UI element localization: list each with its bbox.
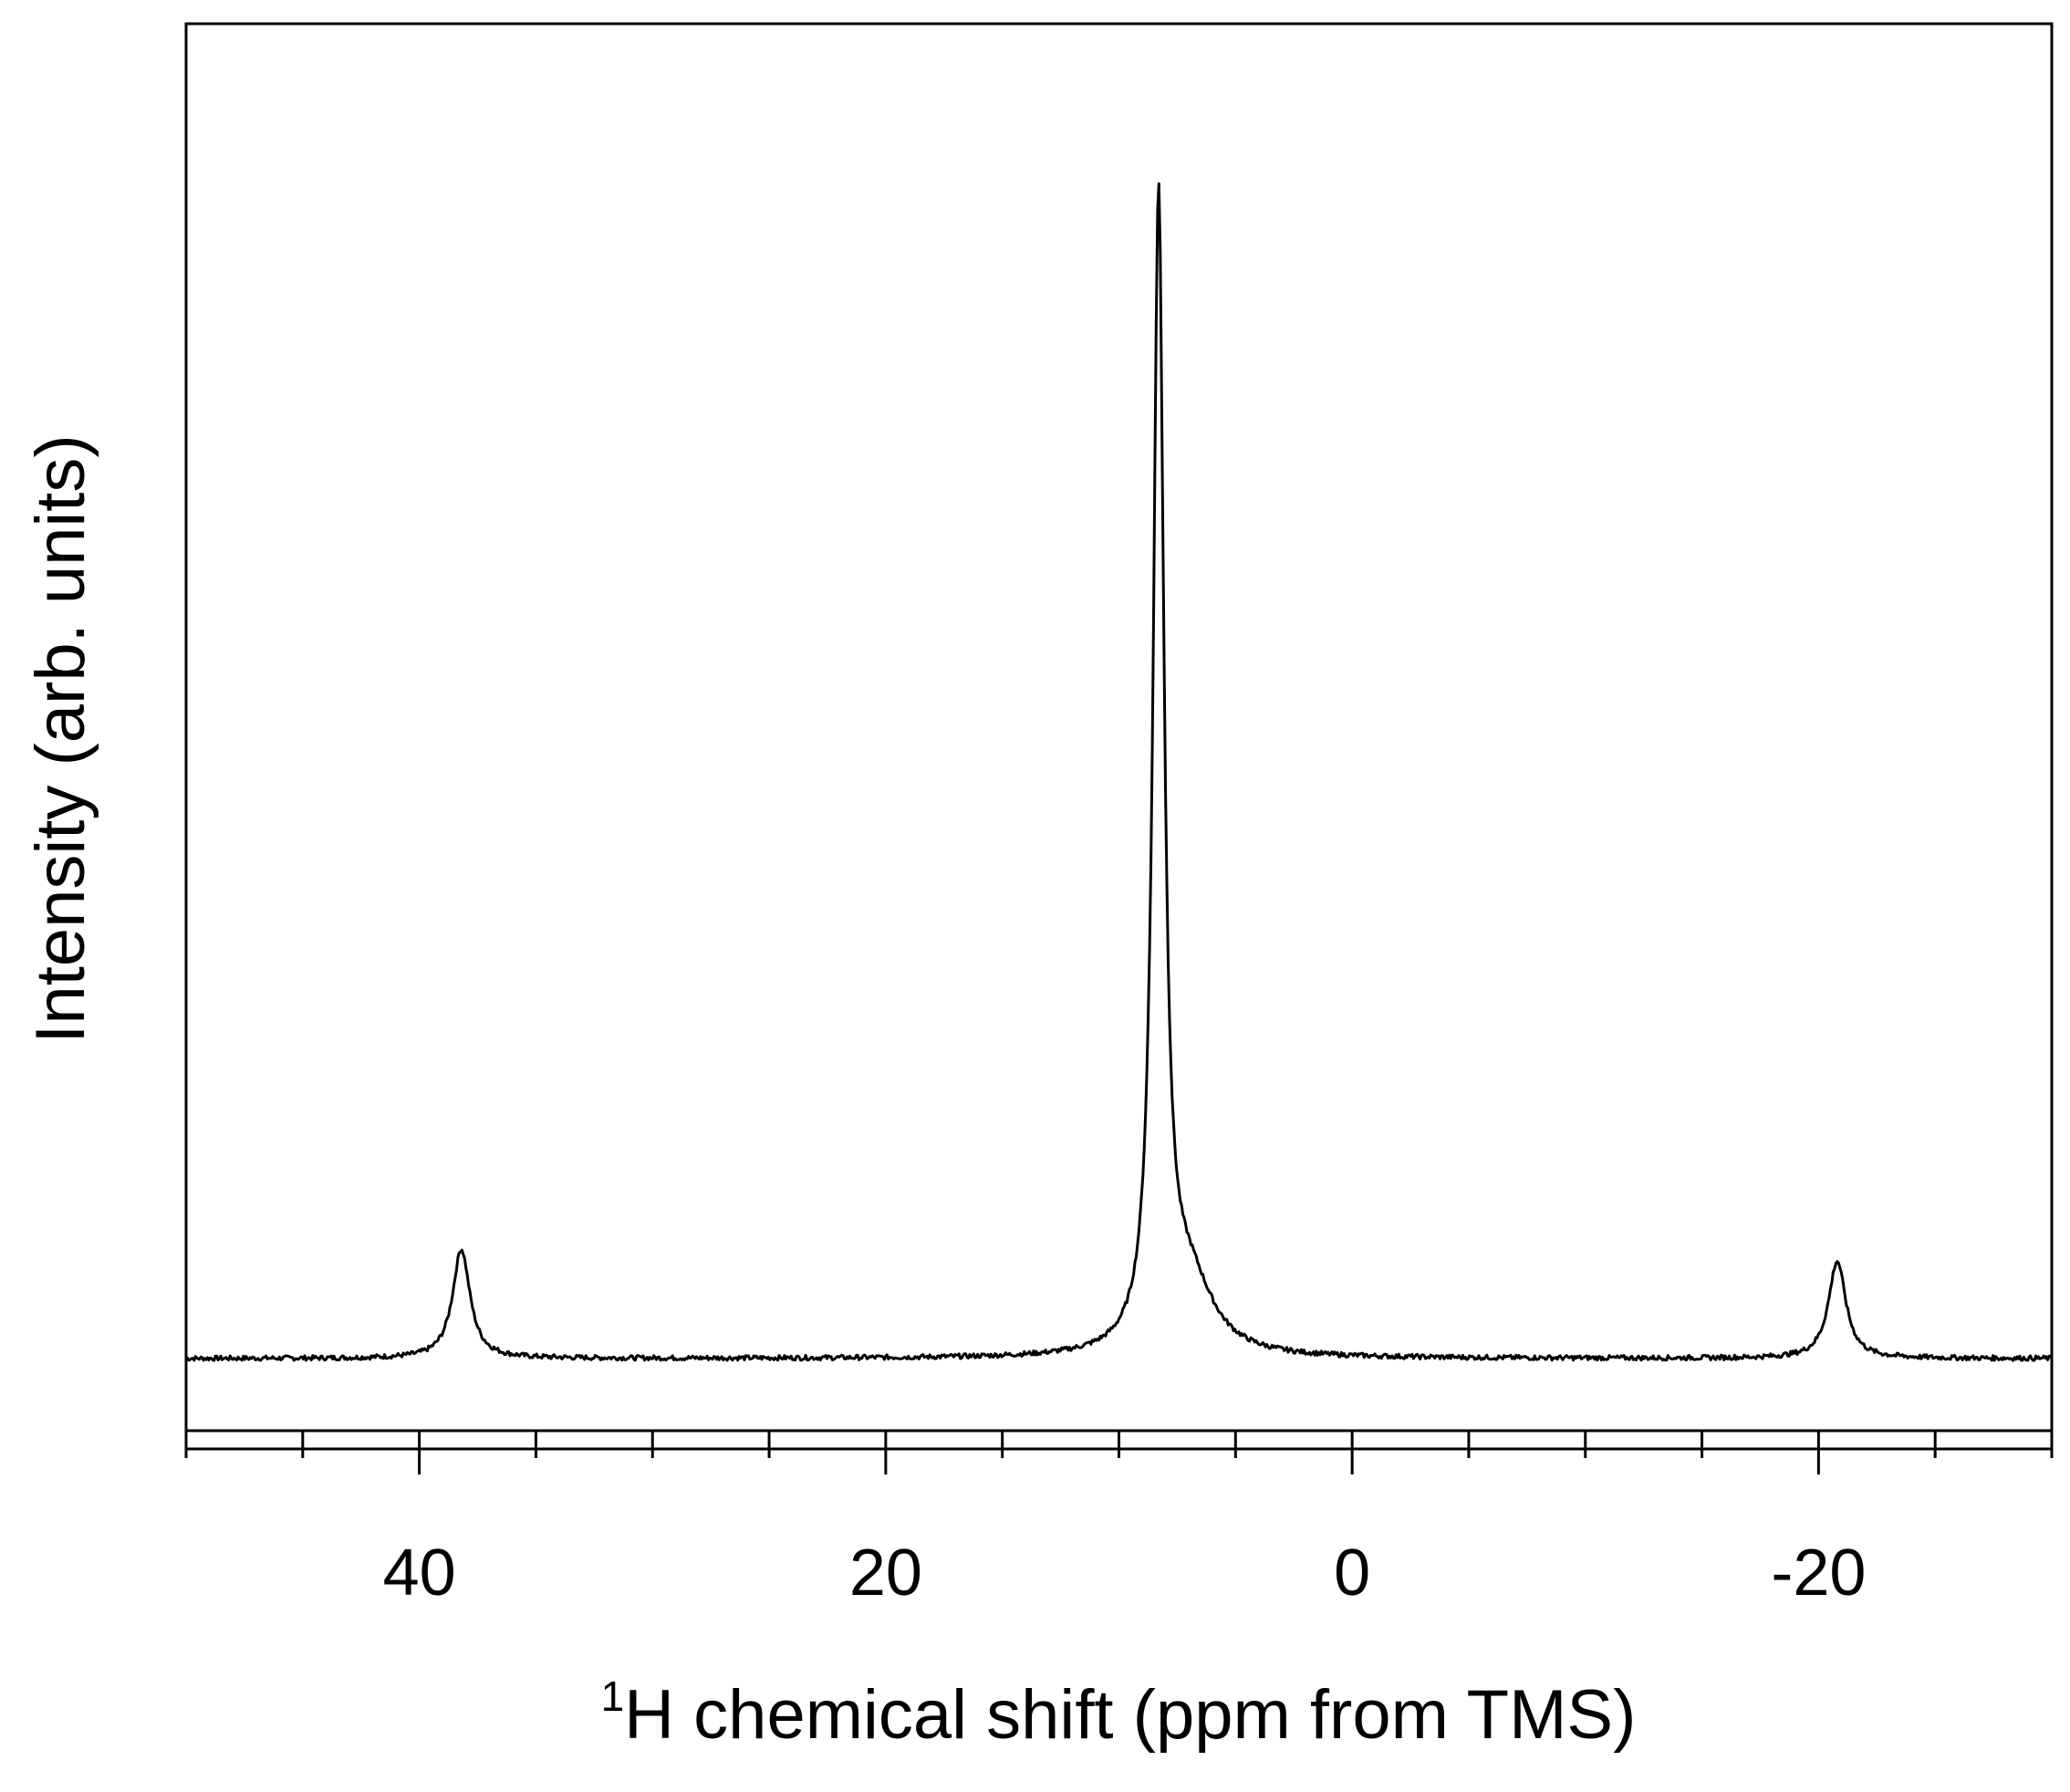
x-axis-label-text: H chemical shift (ppm from TMS) xyxy=(624,1676,1636,1754)
x-tick-label: -20 xyxy=(1771,1537,1866,1610)
x-tick-label: 40 xyxy=(383,1537,456,1610)
x-tick-label: 0 xyxy=(1334,1537,1370,1610)
spectrum-trace xyxy=(185,182,2054,1362)
plot-frame xyxy=(184,22,2054,1451)
x-axis-label: 1H chemical shift (ppm from TMS) xyxy=(601,1672,1637,1754)
y-axis-label: Intensity (arb. units) xyxy=(22,434,99,1043)
x-axis-label-superscript: 1 xyxy=(601,1672,625,1720)
x-tick-label: 20 xyxy=(849,1537,922,1610)
x-axis-ticks xyxy=(184,1431,2054,1474)
x-axis-tick-labels: 40 20 0 -20 xyxy=(383,1537,1867,1610)
